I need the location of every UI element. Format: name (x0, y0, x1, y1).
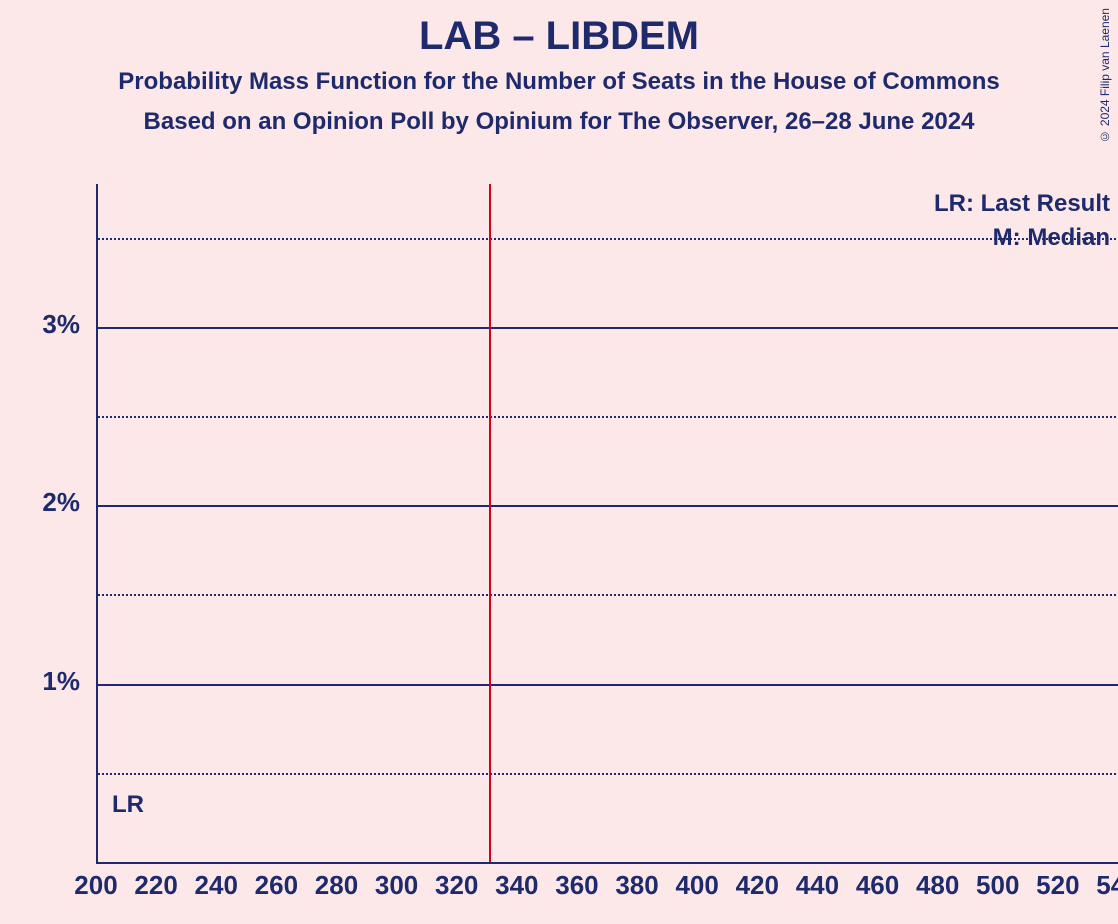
gridline-major (98, 327, 1118, 329)
gridline-major (98, 684, 1118, 686)
x-tick-label: 400 (675, 870, 718, 901)
x-tick-label: 440 (796, 870, 839, 901)
legend-last-result: LR: Last Result (934, 190, 1110, 218)
x-tick-label: 500 (976, 870, 1019, 901)
x-tick-label: 240 (195, 870, 238, 901)
gridline-major (98, 505, 1118, 507)
x-tick-label: 220 (134, 870, 177, 901)
x-tick-label: 360 (555, 870, 598, 901)
x-tick-label: 480 (916, 870, 959, 901)
x-tick-label: 320 (435, 870, 478, 901)
x-tick-label: 380 (615, 870, 658, 901)
x-tick-label: 460 (856, 870, 899, 901)
legend-median: M: Median (993, 224, 1110, 252)
x-tick-label: 260 (255, 870, 298, 901)
gridline-minor (98, 773, 1118, 775)
x-tick-label: 300 (375, 870, 418, 901)
x-tick-label: 420 (736, 870, 779, 901)
chart-title: LAB – LIBDEM (0, 14, 1118, 59)
gridline-minor (98, 594, 1118, 596)
x-tick-label: 520 (1036, 870, 1079, 901)
y-tick-label: 2% (0, 487, 80, 518)
x-tick-label: 340 (495, 870, 538, 901)
last-result-marker-label: LR (112, 791, 144, 819)
x-tick-label: 280 (315, 870, 358, 901)
gridline-minor (98, 238, 1118, 240)
y-tick-label: 3% (0, 309, 80, 340)
gridline-minor (98, 416, 1118, 418)
plot-area: LR: Last Result M: Median LR (96, 184, 1118, 864)
pmf-bar (962, 860, 965, 862)
last-result-line (489, 184, 491, 862)
x-tick-label: 540 (1096, 870, 1118, 901)
x-tick-label: 200 (74, 870, 117, 901)
y-tick-label: 1% (0, 666, 80, 697)
chart-subtitle-2: Based on an Opinion Poll by Opinium for … (0, 108, 1118, 136)
chart-subtitle-1: Probability Mass Function for the Number… (0, 68, 1118, 96)
